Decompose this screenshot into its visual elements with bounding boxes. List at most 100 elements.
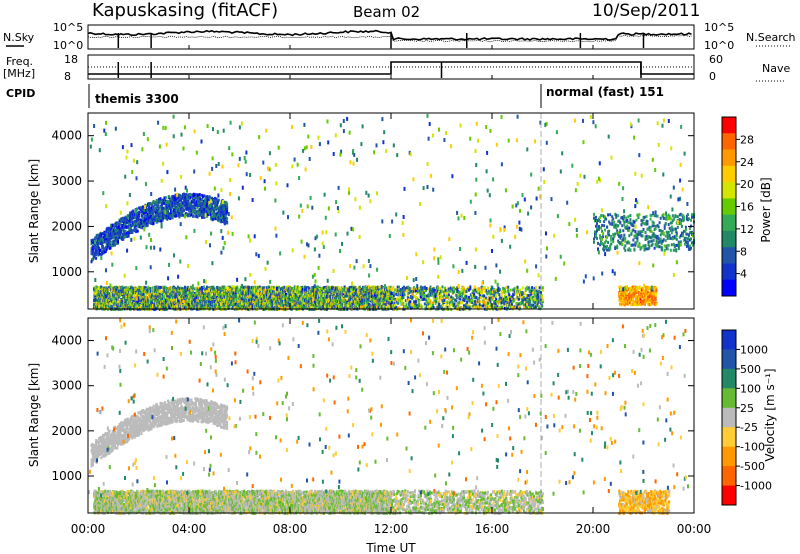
heatmap-cell <box>197 212 200 216</box>
heatmap-cell <box>202 295 205 299</box>
heatmap-cell <box>230 299 233 302</box>
heatmap-cell <box>206 297 208 300</box>
heatmap-cell <box>222 299 225 303</box>
heatmap-cell <box>147 285 150 289</box>
heatmap-cell <box>95 246 98 250</box>
heatmap-cell <box>153 207 156 210</box>
heatmap-cell <box>180 302 183 305</box>
heatmap-cell <box>92 245 95 249</box>
heatmap-cell <box>105 286 108 290</box>
heatmap-cell <box>176 301 179 305</box>
heatmap-cell <box>197 193 200 197</box>
heatmap-cell <box>161 218 164 222</box>
heatmap-cell <box>196 294 199 298</box>
heatmap-cell <box>102 295 105 299</box>
heatmap-cell <box>216 293 219 297</box>
heatmap-cell <box>113 225 116 229</box>
heatmap-cell <box>203 194 206 198</box>
heatmap-cell <box>194 297 196 301</box>
heatmap-cell <box>157 203 160 207</box>
heatmap-cell <box>171 201 174 205</box>
heatmap-cell <box>152 221 155 225</box>
heatmap-cell <box>186 198 188 202</box>
heatmap-cell <box>98 242 101 246</box>
heatmap-cell <box>215 303 218 307</box>
heatmap-cell <box>127 293 130 297</box>
heatmap-cell <box>227 304 230 308</box>
heatmap-cell <box>176 203 179 207</box>
heatmap-cell <box>98 246 101 250</box>
heatmap-cell <box>166 217 169 221</box>
heatmap-cell <box>131 230 134 234</box>
heatmap-cell <box>154 206 157 210</box>
heatmap-cell <box>185 202 188 206</box>
heatmap-cell <box>113 286 116 290</box>
heatmap-cell <box>201 288 203 292</box>
heatmap-cell <box>92 249 94 253</box>
heatmap-cell <box>233 285 236 289</box>
heatmap-cell <box>132 294 135 298</box>
heatmap-cell <box>180 295 183 299</box>
heatmap-cell <box>177 290 179 294</box>
heatmap-cell <box>119 221 122 225</box>
heatmap-cell <box>155 199 158 202</box>
heatmap-cell <box>217 292 220 296</box>
heatmap-cell <box>211 211 214 215</box>
heatmap-cell <box>148 205 151 209</box>
heatmap-cell <box>179 207 182 211</box>
heatmap-cell <box>140 294 143 298</box>
heatmap-cell <box>227 290 230 293</box>
heatmap-cell <box>173 287 176 290</box>
heatmap-cell <box>124 294 127 298</box>
heatmap-cell <box>163 297 166 301</box>
heatmap-cell <box>189 193 192 197</box>
heatmap-cell <box>223 214 226 218</box>
heatmap-cell <box>95 256 98 260</box>
heatmap-cell <box>201 305 204 309</box>
heatmap-cell <box>218 219 221 223</box>
heatmap-cell <box>145 217 148 221</box>
heatmap-cell <box>141 306 144 310</box>
heatmap-cell <box>110 285 113 289</box>
heatmap-cell <box>248 285 251 289</box>
heatmap-cell <box>127 224 130 228</box>
heatmap-cell <box>189 288 191 292</box>
heatmap-cell <box>203 207 206 211</box>
heatmap-cell <box>143 220 146 224</box>
heatmap-cell <box>99 248 102 252</box>
heatmap-cell <box>115 296 118 300</box>
heatmap-cell <box>221 291 224 295</box>
heatmap-cell <box>201 212 204 216</box>
heatmap-cell <box>199 294 202 298</box>
heatmap-cell <box>154 211 157 215</box>
heatmap-cell <box>104 303 107 307</box>
heatmap-cell <box>186 212 188 216</box>
heatmap-cell <box>209 196 212 200</box>
heatmap-cell <box>170 290 173 294</box>
heatmap-cell <box>194 203 197 207</box>
heatmap-cell <box>115 229 118 233</box>
heatmap-cell <box>148 296 151 300</box>
heatmap-cell <box>198 214 201 217</box>
heatmap-cell <box>127 306 130 309</box>
heatmap-cell <box>149 293 152 297</box>
heatmap-cell <box>142 300 145 304</box>
heatmap-cell <box>161 299 164 303</box>
heatmap-cell <box>206 290 209 294</box>
heatmap-cell <box>151 211 154 215</box>
heatmap-cell <box>197 302 200 306</box>
heatmap-cell <box>226 205 229 209</box>
heatmap-cell <box>220 302 223 306</box>
heatmap-cell <box>106 294 109 298</box>
heatmap-cell <box>112 232 115 236</box>
heatmap-cell <box>118 285 121 289</box>
heatmap-cell <box>137 306 140 310</box>
heatmap-cell <box>90 260 93 264</box>
heatmap-cell <box>157 210 160 214</box>
heatmap-cell <box>131 295 134 299</box>
heatmap-cell <box>135 228 138 231</box>
heatmap-cell <box>222 294 225 298</box>
heatmap-cell <box>136 295 138 299</box>
heatmap-cell <box>101 232 104 236</box>
heatmap-cell <box>111 305 114 309</box>
